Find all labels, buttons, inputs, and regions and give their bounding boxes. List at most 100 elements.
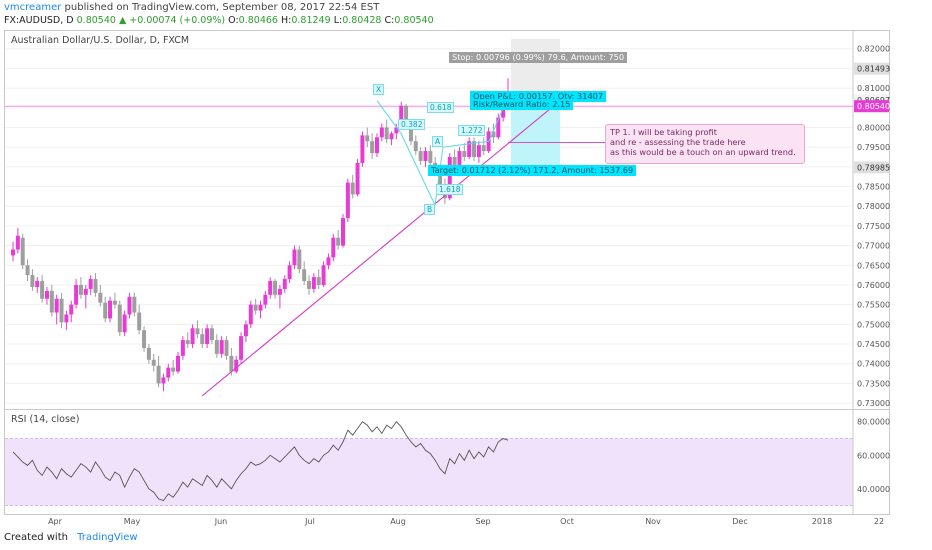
candle-body bbox=[185, 340, 190, 345]
candle-body bbox=[190, 328, 195, 345]
candle-body bbox=[117, 304, 122, 333]
candle-body bbox=[137, 312, 142, 331]
price-label-bg bbox=[854, 62, 889, 75]
candle-body bbox=[122, 314, 127, 333]
candle-body bbox=[253, 304, 258, 311]
pattern-ratio-2: 0.382 bbox=[398, 119, 426, 130]
close-value: 0.80540 bbox=[394, 15, 434, 26]
symbol-title: Australian Dollar/U.S. Dollar, D, FXCM bbox=[11, 35, 190, 46]
candle-body bbox=[491, 131, 496, 138]
candle-body bbox=[166, 367, 171, 378]
candle-body bbox=[69, 304, 74, 315]
candle-body bbox=[413, 141, 418, 152]
candle-body bbox=[277, 288, 282, 295]
candle-body bbox=[209, 328, 214, 341]
candle-body bbox=[40, 281, 45, 299]
symbol: FX:AUDUSD, D bbox=[4, 15, 74, 26]
candle-body bbox=[447, 157, 452, 199]
candle-body bbox=[180, 340, 185, 356]
rsi-tick-label: 40.0000 bbox=[857, 485, 890, 494]
candle-body bbox=[481, 145, 486, 152]
candle-body bbox=[321, 265, 326, 285]
x-tick-label: 22 bbox=[874, 517, 884, 526]
candle-body bbox=[219, 340, 224, 354]
pattern-ratio-4: 1.618 bbox=[436, 184, 464, 195]
candle-body bbox=[374, 137, 379, 154]
candle-body bbox=[243, 324, 248, 337]
x-tick-label: 2018 bbox=[812, 517, 832, 526]
pattern-ratio-1: 0.618 bbox=[427, 102, 455, 113]
high-key: H: bbox=[281, 15, 292, 26]
candle-body bbox=[93, 279, 98, 293]
candle-body bbox=[472, 141, 477, 157]
rsi-band bbox=[5, 438, 853, 506]
rsi-tick-label: 60.0000 bbox=[857, 451, 890, 460]
pattern-point-x: X bbox=[373, 84, 385, 95]
rsi-title: RSI (14, close) bbox=[11, 414, 80, 425]
candle-body bbox=[127, 296, 132, 315]
price-chart[interactable]: 0.820000.815000.810000.805000.800000.795… bbox=[5, 31, 890, 409]
y-tick-label: 0.82000 bbox=[857, 45, 890, 54]
candle-body bbox=[389, 133, 394, 140]
candle-body bbox=[423, 151, 428, 161]
candle-body bbox=[20, 237, 25, 266]
x-tick-label: Aug bbox=[390, 517, 406, 526]
y-tick-label: 0.74500 bbox=[857, 340, 890, 349]
x-tick-label: May bbox=[124, 517, 141, 526]
y-tick-label: 0.81000 bbox=[857, 84, 890, 93]
target-zone bbox=[511, 101, 560, 169]
x-tick-label: Jul bbox=[304, 517, 315, 526]
candle-body bbox=[248, 304, 253, 325]
price-label-bg bbox=[854, 100, 889, 113]
candle-body bbox=[205, 328, 210, 345]
trend-line bbox=[201, 108, 551, 397]
rsi-panel[interactable]: 80.0000 60.0000 40.0000 RSI (14, close) bbox=[4, 409, 890, 515]
candle-body bbox=[263, 294, 268, 305]
pattern-ratio-3: 1.272 bbox=[458, 125, 486, 136]
candle-body bbox=[59, 298, 64, 323]
candle-body bbox=[64, 314, 69, 323]
candle-body bbox=[399, 105, 404, 128]
publish-line: vmcreamer published on TradingView.com, … bbox=[4, 2, 379, 13]
y-tick-label: 0.75500 bbox=[857, 301, 890, 310]
candle-body bbox=[384, 127, 389, 140]
target-label: Target: 0.01712 (2.12%) 171.2, Amount: 1… bbox=[428, 165, 637, 176]
x-tick-label: Apr bbox=[48, 517, 63, 526]
candle-body bbox=[496, 117, 501, 138]
candle-body bbox=[418, 151, 423, 161]
candle-body bbox=[336, 237, 341, 246]
y-tick-label: 0.79500 bbox=[857, 143, 890, 152]
last-price: 0.80540 bbox=[76, 15, 116, 26]
tradingview-logo[interactable]: TradingView bbox=[77, 532, 138, 543]
candle-body bbox=[394, 127, 399, 134]
footer: Created with TradingView bbox=[4, 532, 138, 543]
candle-body bbox=[224, 340, 229, 356]
candle-body bbox=[103, 302, 108, 319]
candle-body bbox=[457, 151, 462, 165]
candle-body bbox=[151, 359, 156, 366]
candle-body bbox=[365, 135, 370, 142]
open-value: 0.80466 bbox=[238, 15, 278, 26]
pattern-point-a: A bbox=[432, 136, 444, 147]
candle-body bbox=[302, 269, 307, 282]
candle-body bbox=[379, 127, 384, 138]
low-key: L: bbox=[333, 15, 343, 26]
price-label: 0.78985 bbox=[857, 163, 890, 172]
candle-body bbox=[292, 249, 297, 266]
author-link[interactable]: vmcreamer bbox=[4, 2, 62, 13]
candle-body bbox=[146, 347, 151, 360]
candle-body bbox=[331, 237, 336, 258]
candle-body bbox=[98, 292, 103, 303]
rsi-chart[interactable]: 80.0000 60.0000 40.0000 bbox=[5, 410, 890, 514]
price-change: ▲ +0.00074 (+0.09%) bbox=[118, 15, 226, 26]
candle-body bbox=[476, 145, 481, 157]
price-panel[interactable]: 0.820000.815000.810000.805000.800000.795… bbox=[4, 30, 890, 410]
y-tick-label: 0.73000 bbox=[857, 399, 890, 408]
candle-body bbox=[326, 257, 331, 266]
tp-note[interactable]: TP 1. I will be taking profit and re - a… bbox=[605, 124, 805, 164]
candle-body bbox=[297, 249, 302, 270]
candle-body bbox=[355, 162, 360, 195]
candle-body bbox=[345, 182, 350, 219]
candle-body bbox=[30, 275, 35, 287]
candle-body bbox=[311, 277, 316, 289]
